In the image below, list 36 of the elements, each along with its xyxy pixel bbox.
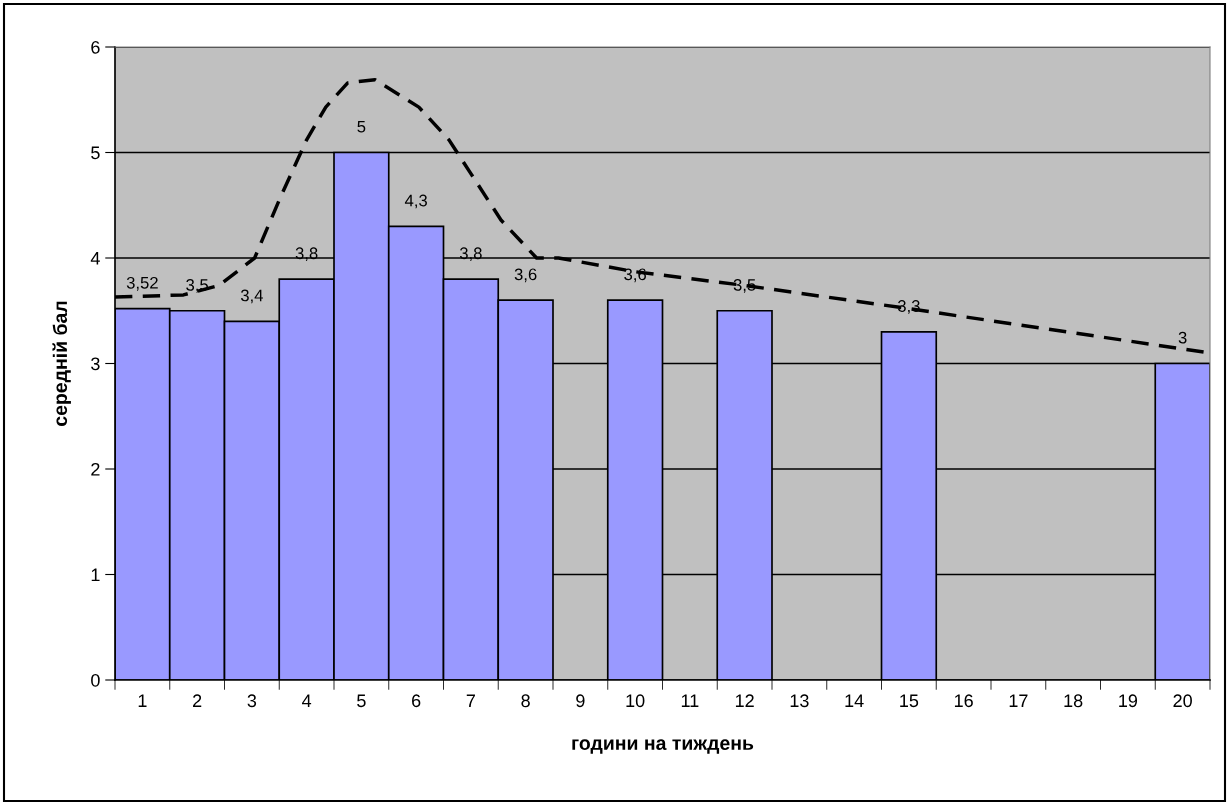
x-tick-label: 20	[1173, 694, 1192, 708]
data-label: 3,5	[733, 278, 756, 293]
x-tick-label: 3	[247, 694, 257, 708]
x-tick-label: 13	[790, 694, 809, 708]
y-tick-label: 2	[91, 462, 100, 476]
x-tick-label: 5	[357, 694, 366, 708]
x-tick-label: 14	[845, 694, 864, 707]
x-tick-label: 19	[1119, 694, 1138, 708]
y-tick-label: 0	[91, 673, 100, 687]
x-tick-label: 9	[576, 694, 585, 708]
data-label: 5	[357, 120, 366, 133]
y-tick-label: 6	[91, 40, 100, 54]
y-tick-label: 5	[91, 146, 100, 160]
data-label: 3,52	[126, 276, 158, 291]
x-tick-label: 12	[735, 694, 754, 707]
x-tick-label: 2	[193, 694, 202, 707]
y-tick-label: 3	[91, 357, 100, 371]
x-axis-title: години на тиждень	[572, 739, 754, 754]
y-axis-title: середній бал	[52, 301, 71, 426]
x-tick-label: 1	[138, 694, 147, 707]
x-tick-label: 4	[302, 694, 312, 707]
data-label: 3,6	[514, 268, 537, 283]
x-tick-label: 17	[1009, 694, 1028, 707]
x-tick-label: 8	[521, 694, 530, 708]
x-tick-label: 10	[626, 694, 645, 708]
x-tick-label: 6	[412, 694, 421, 708]
data-label: 4,3	[404, 194, 427, 209]
x-tick-label: 15	[900, 694, 919, 708]
y-tick-label: 1	[91, 568, 100, 582]
x-tick-label: 18	[1064, 694, 1083, 708]
x-tick-label: 16	[954, 694, 973, 708]
data-label: 3,4	[240, 289, 263, 304]
x-tick-label: 7	[466, 694, 475, 707]
y-tick-label: 4	[90, 252, 100, 265]
data-label: 3	[1178, 331, 1187, 344]
x-tick-label: 11	[681, 694, 699, 707]
